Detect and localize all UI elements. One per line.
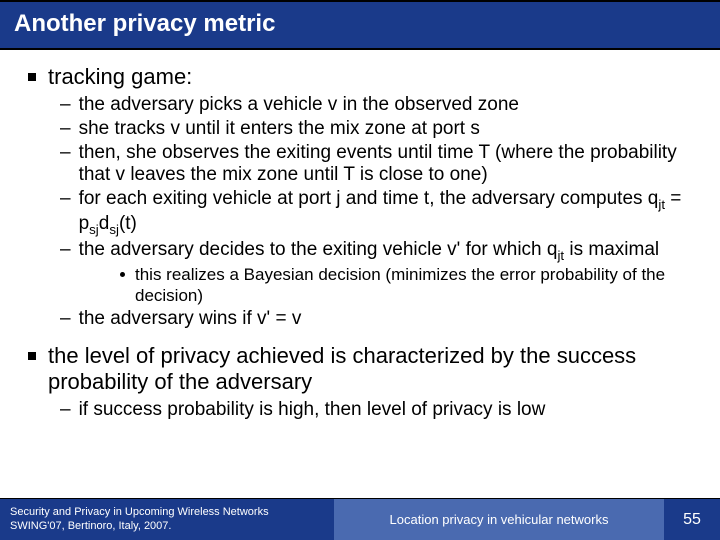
bullet-level1: tracking game:–the adversary picks a veh… bbox=[28, 64, 692, 331]
dash-bullet-icon: – bbox=[60, 94, 71, 117]
bullet-text: tracking game: bbox=[48, 64, 192, 90]
bullet-level2: –for each exiting vehicle at port j and … bbox=[60, 188, 692, 238]
slide-title: Another privacy metric bbox=[14, 10, 706, 38]
bullet-level2: –the adversary wins if v' = v bbox=[60, 308, 692, 331]
bullet-level2: –then, she observes the exiting events u… bbox=[60, 142, 692, 188]
footer-mid: Location privacy in vehicular networks bbox=[334, 499, 664, 540]
bullet-level2: –the adversary decides to the exiting ve… bbox=[60, 239, 692, 264]
dash-bullet-icon: – bbox=[60, 399, 71, 422]
dash-bullet-icon: – bbox=[60, 118, 71, 141]
dash-bullet-icon: – bbox=[60, 142, 71, 165]
bullet-level3: this realizes a Bayesian decision (minim… bbox=[120, 265, 692, 306]
sub-bullet-list: –the adversary picks a vehicle v in the … bbox=[60, 94, 692, 331]
bullet-level1: the level of privacy achieved is charact… bbox=[28, 343, 692, 422]
sub-sub-bullet-list: this realizes a Bayesian decision (minim… bbox=[120, 265, 692, 306]
bullet-level2: –if success probability is high, then le… bbox=[60, 399, 692, 422]
slide: Another privacy metric tracking game:–th… bbox=[0, 0, 720, 540]
bullet-text: if success probability is high, then lev… bbox=[79, 399, 546, 422]
dot-bullet-icon bbox=[120, 272, 125, 277]
bullet-text: the adversary picks a vehicle v in the o… bbox=[79, 94, 519, 117]
bullet-text: the level of privacy achieved is charact… bbox=[48, 343, 692, 395]
bullet-text: then, she observes the exiting events un… bbox=[79, 142, 692, 188]
dash-bullet-icon: – bbox=[60, 188, 71, 211]
bullet-text: the adversary decides to the exiting veh… bbox=[79, 239, 660, 264]
dash-bullet-icon: – bbox=[60, 239, 71, 262]
bullet-list: tracking game:–the adversary picks a veh… bbox=[28, 64, 692, 422]
square-bullet-icon bbox=[28, 73, 36, 81]
sub-bullet-list: –if success probability is high, then le… bbox=[60, 399, 692, 422]
bullet-level2: –the adversary picks a vehicle v in the … bbox=[60, 94, 692, 117]
title-bar: Another privacy metric bbox=[0, 0, 720, 48]
dash-bullet-icon: – bbox=[60, 308, 71, 331]
footer-page-number: 55 bbox=[664, 499, 720, 540]
square-bullet-icon bbox=[28, 352, 36, 360]
slide-content: tracking game:–the adversary picks a veh… bbox=[0, 50, 720, 498]
bullet-text: she tracks v until it enters the mix zon… bbox=[79, 118, 480, 141]
footer-left-line2: SWING'07, Bertinoro, Italy, 2007. bbox=[10, 519, 324, 533]
footer-left: Security and Privacy in Upcoming Wireles… bbox=[0, 499, 334, 540]
bullet-text: the adversary wins if v' = v bbox=[79, 308, 302, 331]
bullet-text: this realizes a Bayesian decision (minim… bbox=[135, 265, 692, 306]
footer: Security and Privacy in Upcoming Wireles… bbox=[0, 498, 720, 540]
footer-left-line1: Security and Privacy in Upcoming Wireles… bbox=[10, 505, 324, 519]
bullet-text: for each exiting vehicle at port j and t… bbox=[79, 188, 692, 238]
bullet-level2: –she tracks v until it enters the mix zo… bbox=[60, 118, 692, 141]
